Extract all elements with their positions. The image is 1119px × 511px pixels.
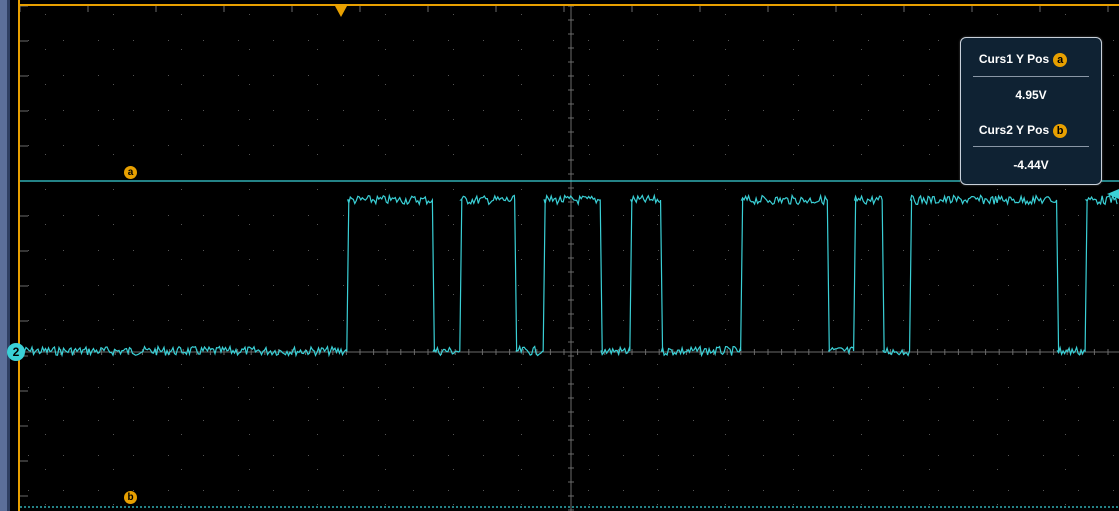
- cursor-readout-panel[interactable]: Curs1 Y Pos a 4.95V Curs2 Y Pos b -4.44V: [960, 37, 1102, 185]
- time-window-top-edge: [18, 4, 1119, 6]
- curs2-header: Curs2 Y Pos b: [961, 123, 1101, 138]
- curs2-value: -4.44V: [1013, 158, 1049, 172]
- curs1-separator: [973, 76, 1089, 77]
- channel-2-waveform: [22, 193, 1118, 358]
- left-side-bar: [0, 0, 7, 511]
- curs1-value: 4.95V: [1015, 88, 1047, 102]
- left-side-bar-edge: [7, 0, 10, 511]
- curs2-separator: [973, 146, 1089, 147]
- curs1-header: Curs1 Y Pos a: [961, 52, 1101, 67]
- waveform-right-arrow-icon: [1107, 189, 1119, 199]
- cursor-a-label[interactable]: a: [124, 166, 137, 179]
- time-window-left-edge: [18, 0, 20, 511]
- channel-2-ground-marker[interactable]: 2: [7, 343, 25, 361]
- curs1-badge: a: [1053, 52, 1068, 67]
- curs2-badge: b: [1053, 123, 1068, 138]
- curs1-label: Curs1 Y Pos: [978, 52, 1050, 66]
- trigger-position-icon[interactable]: [335, 6, 347, 17]
- cursor-b-label[interactable]: b: [124, 491, 137, 504]
- curs2-label: Curs2 Y Pos: [978, 123, 1050, 137]
